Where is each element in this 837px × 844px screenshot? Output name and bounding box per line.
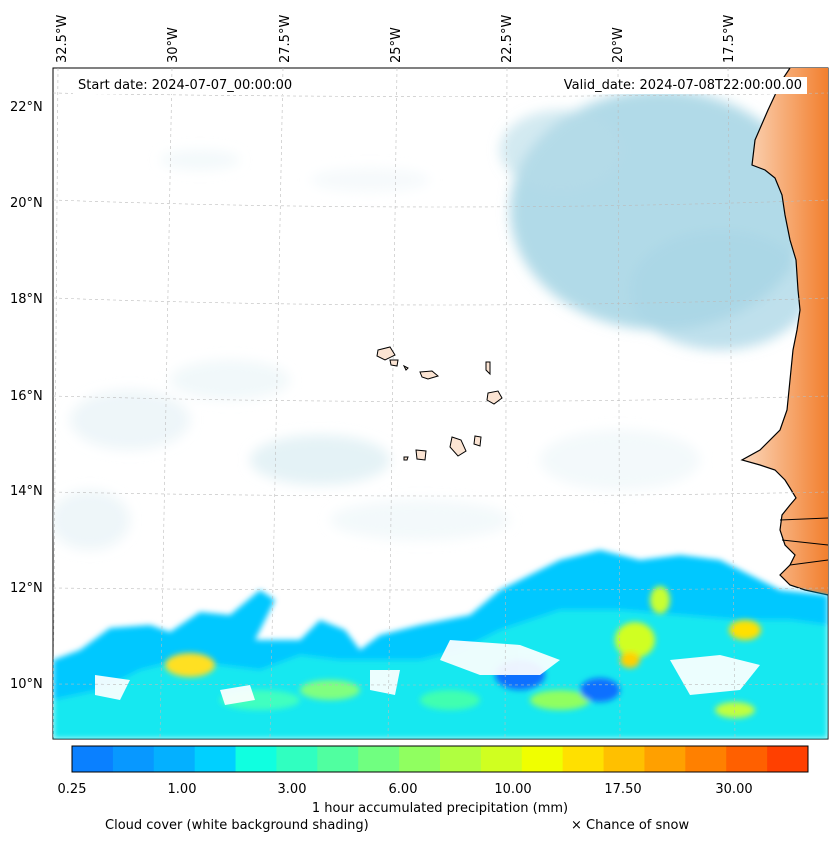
colorbar-tick-3-00: 3.00 [277,782,307,797]
gambia-border [779,517,828,546]
lat-label-22n: 22°N [10,100,43,115]
coastline [740,68,828,596]
lon-label-17-5w: 17.5°W [722,15,737,63]
colorbar-segment [726,746,768,772]
colorbar-segment [112,746,155,772]
colorbar-segment [235,746,277,772]
lon-label-20w: 20°W [611,27,626,63]
colorbar-tick-6-00: 6.00 [388,782,418,797]
colorbar-segment [767,746,809,772]
colorbar-tick-0-25: 0.25 [57,782,87,797]
lat-label-12n: 12°N [10,581,43,596]
cloud-cover-shading [53,90,810,550]
graticule [53,68,828,739]
colorbar-title: 1 hour accumulated precipitation (mm) [311,801,569,816]
colorbar-segment [72,746,114,772]
colorbar-tick-10-00: 10.00 [494,782,532,797]
guinea-border [789,559,828,566]
colorbar-segment [685,746,727,772]
colorbar-segment [480,746,523,772]
snow-chance-note: × Chance of snow [571,818,690,833]
precipitation-field [53,550,828,739]
colorbar-segment [562,746,605,772]
longitude-labels: 32.5°W 30°W 27.5°W 25°W 22.5°W 20°W 17.5… [55,15,737,63]
lat-label-18n: 18°N [10,292,43,307]
colorbar-segment [440,746,482,772]
lat-label-16n: 16°N [10,389,43,404]
lon-label-32-5w: 32.5°W [55,15,70,63]
cloud-cover-note: Cloud cover (white background shading) [105,818,369,833]
colorbar-tick-17-50: 17.50 [604,782,642,797]
colorbar-segment [399,746,441,772]
colorbar-segment [603,746,645,772]
lat-label-10n: 10°N [10,677,43,692]
colorbar-tick-1-00: 1.00 [167,782,197,797]
colorbar-segment [358,746,400,772]
valid-date-label: Valid_date: 2024-07-08T22:00:00.00 [558,77,807,94]
colorbar-segment [521,746,564,772]
colorbar-outline [71,745,809,773]
lat-label-20n: 20°N [10,196,43,211]
lon-label-30w: 30°W [166,27,181,63]
lon-label-25w: 25°W [389,27,404,63]
colorbar-segment [194,746,237,772]
colorbar-segment [317,746,359,772]
latitude-labels: 22°N 20°N 18°N 16°N 14°N 12°N 10°N [10,100,43,692]
colorbar-tick-30-00: 30.00 [715,782,753,797]
cape-verde-islands [376,346,503,461]
colorbar-segment [644,746,686,772]
lat-label-14n: 14°N [10,484,43,499]
colorbar [72,746,809,772]
colorbar-segment [153,746,196,772]
colorbar-segment [276,746,318,772]
land-west-africa [742,68,828,595]
lon-label-27-5w: 27.5°W [278,15,293,63]
lon-label-22-5w: 22.5°W [500,15,515,63]
start-date-label: Start date: 2024-07-07_00:00:00 [73,77,298,94]
